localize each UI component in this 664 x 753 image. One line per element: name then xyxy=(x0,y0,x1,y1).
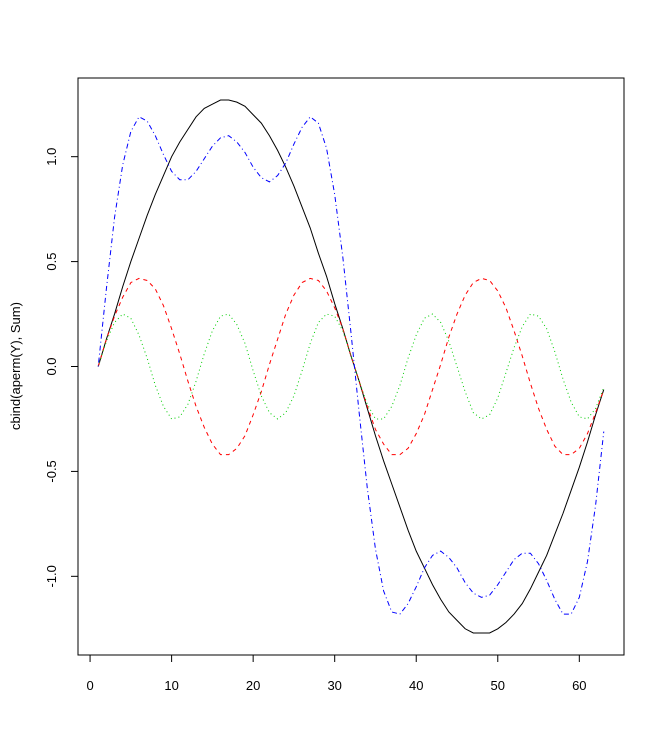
series-line xyxy=(97,116,605,615)
y-tick-label: 0.0 xyxy=(44,357,59,375)
series-line xyxy=(97,277,605,456)
y-tick-label: 0.5 xyxy=(44,253,59,271)
x-tick-label: 60 xyxy=(572,678,586,693)
x-tick-label: 0 xyxy=(86,678,93,693)
x-tick-label: 10 xyxy=(164,678,178,693)
y-tick-label: 1.0 xyxy=(44,148,59,166)
x-tick-label: 30 xyxy=(327,678,341,693)
x-tick-label: 40 xyxy=(409,678,423,693)
y-tick-label: -0.5 xyxy=(44,460,59,482)
plot-frame xyxy=(77,77,625,656)
y-tick-label: -1.0 xyxy=(44,565,59,587)
series-line xyxy=(97,99,605,634)
x-tick-label: 20 xyxy=(246,678,260,693)
x-tick-label: 50 xyxy=(491,678,505,693)
y-axis-label: cbind(aperm(Y), Sum) xyxy=(8,302,23,430)
